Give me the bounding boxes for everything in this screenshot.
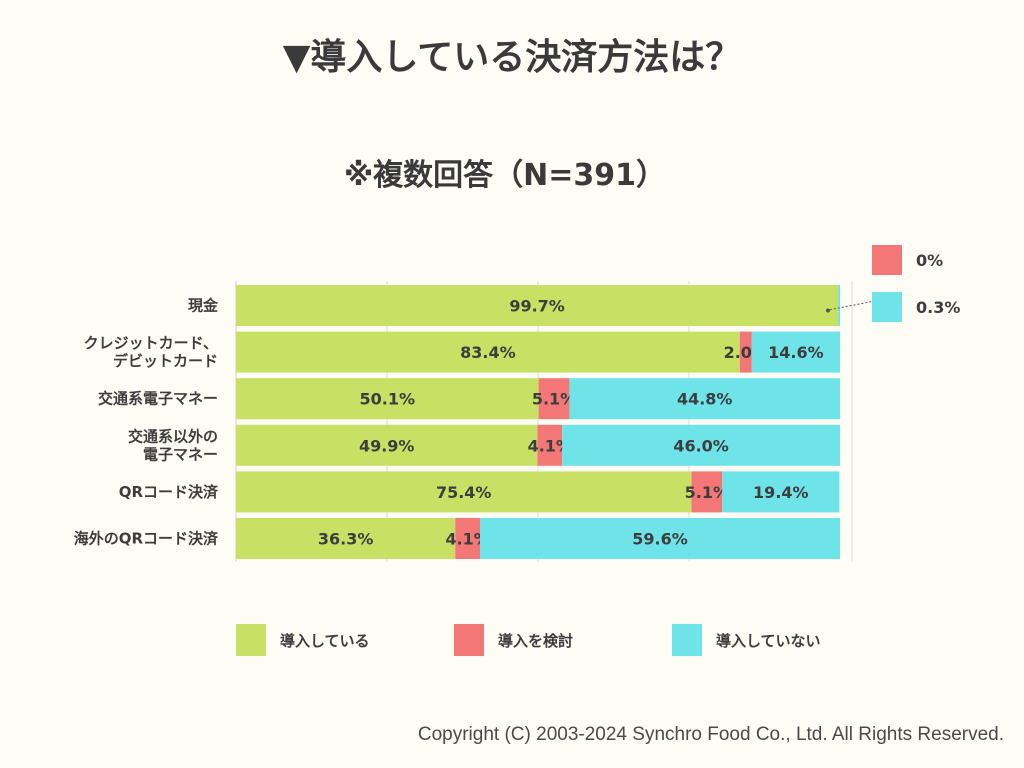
data-label-2-5: 59.6% (632, 530, 688, 549)
bar-0-5 (236, 518, 456, 559)
bar-2-1 (751, 331, 840, 373)
bar-0-3 (236, 424, 538, 466)
data-label-0-1: 83.4% (460, 343, 516, 362)
side-legend-label-not-introduced: 0.3% (916, 297, 961, 317)
bar-0-4 (236, 471, 692, 513)
side-legend-not-introduced: 0.3% (872, 292, 960, 322)
side-legend-swatch-not-introduced (872, 292, 902, 322)
data-label-1-3: 4.1% (528, 436, 572, 455)
side-legend-label-considering: 0% (916, 250, 944, 270)
bar-1-3 (537, 424, 563, 466)
leader-dot (826, 308, 830, 313)
category-label-5: 海外のQRコード決済 (74, 530, 219, 548)
data-label-2-1: 14.6% (768, 343, 824, 362)
legend-considering: 導入を検討 (454, 624, 573, 656)
legend-swatch-introduced (236, 624, 266, 656)
data-label-1-4: 5.1% (685, 483, 729, 502)
legend-swatch-considering (454, 624, 484, 656)
data-label-2-2: 44.8% (677, 390, 733, 409)
bar-2-4 (722, 471, 840, 513)
data-label-1-2: 5.1% (532, 390, 576, 409)
copyright: Copyright (C) 2003-2024 Synchro Food Co.… (417, 724, 1004, 745)
bar-1-4 (691, 471, 723, 513)
category-label-1: クレジットカード、デビットカード (84, 334, 218, 370)
data-label-0-3: 49.9% (359, 436, 415, 455)
legend-not-introduced: 導入していない (672, 624, 821, 656)
legend-introduced: 導入している (236, 624, 370, 656)
category-label-2: 交通系電子マネー (98, 390, 218, 408)
bar-0-0 (236, 285, 839, 326)
bar-2-5 (480, 518, 840, 559)
chart-title: ▼導入している決済方法は？ (282, 37, 742, 78)
data-label-0-2: 50.1% (360, 390, 416, 409)
bar-2-3 (562, 424, 840, 466)
category-label-4: QRコード決済 (119, 483, 219, 501)
chart-subtitle: ※複数回答（N=391） (343, 158, 667, 193)
category-label-3: 交通系以外の電子マネー (128, 427, 218, 463)
bar-2-0 (838, 285, 840, 326)
data-label-2-3: 46.0% (673, 436, 729, 455)
side-legend-swatch-considering (872, 245, 902, 275)
data-label-0-5: 36.3% (318, 530, 374, 549)
bar-1-1 (739, 331, 752, 373)
bar-1-5 (455, 518, 481, 559)
bar-2-2 (569, 378, 840, 420)
bar-1-2 (538, 378, 570, 420)
bar-0-2 (236, 378, 539, 420)
legend-label-introduced: 導入している (280, 631, 370, 650)
legend-label-not-introduced: 導入していない (716, 631, 821, 650)
data-label-1-5: 4.1% (445, 530, 489, 549)
legend-swatch-not-introduced (672, 624, 702, 656)
data-label-0-0: 99.7% (509, 297, 565, 316)
side-legend-considering: 0% (872, 245, 943, 275)
bar-0-1 (236, 331, 740, 373)
data-label-0-4: 75.4% (436, 483, 492, 502)
legend-label-considering: 導入を検討 (498, 631, 574, 650)
data-label-2-4: 19.4% (753, 483, 809, 502)
category-label-0: 現金 (188, 297, 219, 315)
